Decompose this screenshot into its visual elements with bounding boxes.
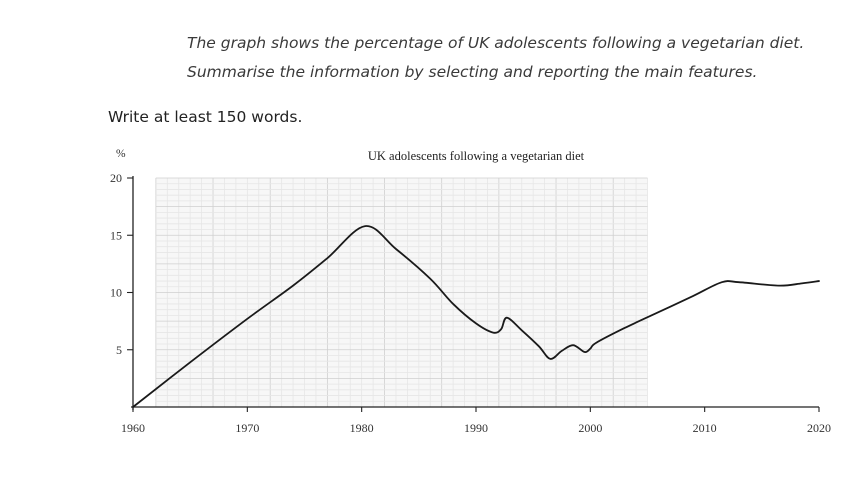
y-tick-label: 5: [116, 343, 122, 357]
x-tick-label: 2010: [693, 421, 717, 435]
x-tick-label: 1980: [350, 421, 374, 435]
series-line-vegetarian-percentage: [132, 225, 820, 408]
x-tick-label: 2000: [578, 421, 602, 435]
x-tick-label: 1960: [121, 421, 145, 435]
x-tick-label: 1970: [235, 421, 259, 435]
x-tick-label: 1990: [464, 421, 488, 435]
graph-paper-grid: [155, 177, 648, 408]
y-tick-label: 20: [110, 171, 122, 185]
word-count-instruction: Write at least 150 words.: [108, 108, 303, 126]
x-tick-label: 2020: [807, 421, 831, 435]
task-description-line-1: The graph shows the percentage of UK ado…: [187, 34, 805, 52]
y-tick-label: 15: [110, 228, 122, 242]
chart-title: UK adolescents following a vegetarian di…: [368, 149, 585, 163]
y-axis-unit-label: %: [116, 148, 126, 160]
y-tick-label: 10: [110, 286, 122, 300]
task-description-line-2: Summarise the information by selecting a…: [187, 63, 758, 81]
